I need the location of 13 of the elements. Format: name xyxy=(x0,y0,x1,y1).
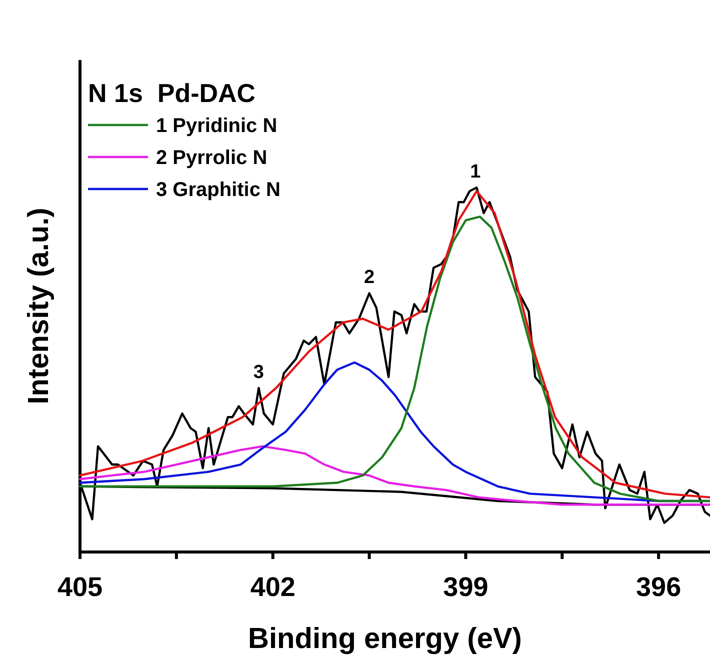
legend-label: 1 Pyridinic N xyxy=(156,115,278,137)
x-axis-title: Binding energy (eV) xyxy=(248,623,522,655)
x-tick-label: 396 xyxy=(636,572,682,602)
legend-label: 3 Graphitic N xyxy=(156,179,280,201)
x-tick-label: 399 xyxy=(443,572,488,602)
y-axis-title: Intensity (a.u.) xyxy=(23,208,55,404)
x-tick-label: 402 xyxy=(250,572,296,602)
chart-title: N 1s Pd-DAC xyxy=(88,78,256,108)
annotation: 3 xyxy=(253,362,264,383)
annotation: 2 xyxy=(364,267,375,288)
legend-label: 2 Pyrrolic N xyxy=(156,147,268,169)
annotation: 1 xyxy=(470,162,482,183)
x-tick-label: 405 xyxy=(57,572,103,602)
